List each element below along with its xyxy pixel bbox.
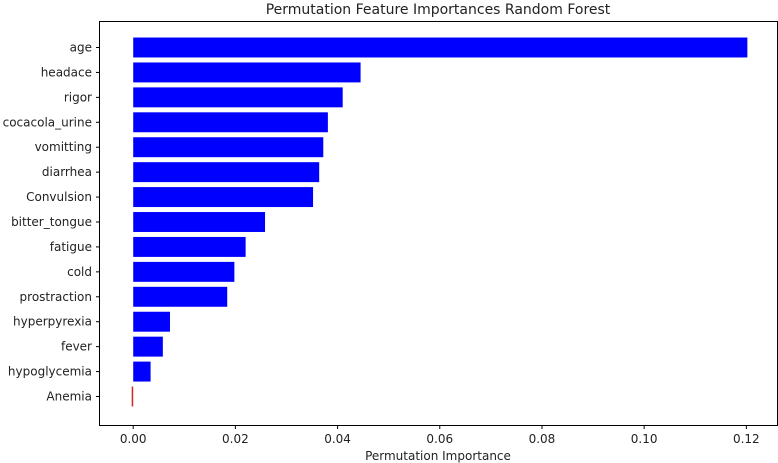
y-tick-label: fever [61,340,92,354]
y-tick-label: prostraction [20,290,92,304]
bars-group [131,37,748,407]
x-tick-label: 0.10 [631,432,658,446]
y-tick-label: rigor [64,90,92,104]
y-tick-label: Anemia [46,390,92,404]
y-tick-label: Convulsion [26,190,92,204]
bar-hyperpyrexia [133,311,170,332]
bar-bitter_tongue [133,212,266,232]
bar-fatigue [133,236,246,257]
y-tick-label: headace [41,65,92,79]
bar-headace [133,62,361,83]
bar-cold [133,261,235,282]
bar-diarrhea [133,162,320,183]
x-tick-label: 0.08 [529,432,556,446]
bar-cocacola_urine [133,112,328,133]
bar-rigor [133,87,343,108]
y-tick-label: cocacola_urine [3,115,92,129]
y-tick-label: fatigue [50,240,92,254]
x-tick-label: 0.06 [426,432,453,446]
x-tick-label: 0.00 [120,432,147,446]
chart-title: Permutation Feature Importances Random F… [266,2,611,18]
y-tick-label: age [70,41,92,55]
x-tick-label: 0.12 [733,432,760,446]
y-tick-label: cold [67,265,92,279]
x-tick-label: 0.04 [324,432,351,446]
bar-hypoglycemia [133,361,151,382]
bar-prostraction [133,286,228,307]
bar-vomitting [133,137,324,158]
bar-anemia [131,386,134,407]
y-ticks-group: age headace rigor cocacola_urine vomitting di… [3,41,100,404]
y-tick-label: hypoglycemia [8,365,92,379]
y-tick-label: vomitting [35,140,92,154]
y-tick-label: hyperpyrexia [13,315,92,329]
bar-fever [133,336,163,357]
y-tick-label: bitter_tongue [11,215,92,229]
x-ticks-group: 0.00 0.02 0.04 0.06 0.08 0.10 0.12 [120,425,760,446]
bar-age [133,37,748,58]
bar-convulsion [133,187,314,208]
y-tick-label: diarrhea [42,165,92,179]
x-axis-label: Permutation Importance [365,449,511,463]
x-tick-label: 0.02 [222,432,249,446]
